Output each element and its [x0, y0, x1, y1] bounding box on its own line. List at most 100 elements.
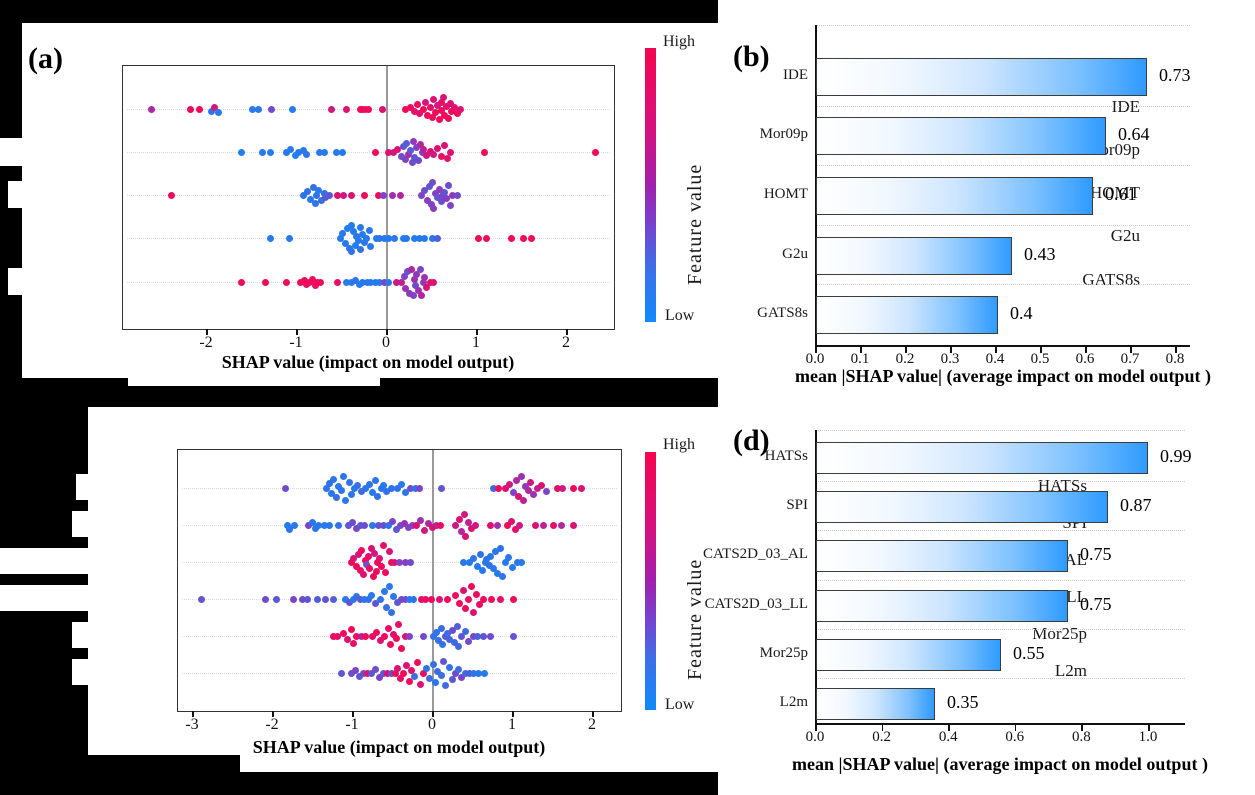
shap-point [254, 105, 262, 113]
x-tick-mark [881, 725, 884, 731]
shap-point [338, 148, 346, 156]
panel-tab [0, 548, 88, 574]
panel-tab [240, 755, 718, 772]
x-tick-mark [1130, 347, 1132, 353]
shap-point [371, 476, 379, 484]
shap-point [419, 105, 427, 113]
shap-point [372, 567, 380, 575]
shap-point [303, 595, 311, 603]
bar-category-label-Mor25p: Mor25p [759, 645, 808, 661]
shap-point [374, 191, 382, 199]
bar-value-label: 0.75 [1080, 594, 1112, 614]
shap-point [313, 595, 321, 603]
shap-point [489, 564, 497, 572]
shap-point [375, 521, 383, 529]
shap-point [387, 484, 395, 492]
shap-point [420, 526, 428, 534]
shap-point [347, 490, 355, 498]
shap-point [455, 665, 463, 673]
shap-point [400, 272, 408, 280]
shap-point [415, 234, 423, 242]
shap-point [470, 608, 478, 616]
shap-point [316, 278, 324, 286]
shap-point [443, 595, 451, 603]
shap-point [427, 595, 435, 603]
shap-point [350, 554, 358, 562]
panel-a-beeswarm-plot [122, 65, 615, 330]
shap-point [375, 554, 383, 562]
bar-value-label: 0.75 [1080, 544, 1112, 564]
shap-point [364, 552, 372, 560]
shap-point [417, 191, 425, 199]
shap-point [479, 632, 487, 640]
shap-point [403, 234, 411, 242]
shap-point [309, 183, 317, 191]
shap-point [459, 558, 467, 566]
shap-point [428, 113, 436, 121]
shap-point [295, 148, 303, 156]
shap-point [464, 595, 472, 603]
shap-point [487, 632, 495, 640]
shap-point [507, 234, 515, 242]
shap-point [432, 521, 440, 529]
shap-point [390, 592, 398, 600]
shap-point [404, 267, 412, 275]
shap-point [333, 148, 341, 156]
shap-point [508, 563, 516, 571]
shap-point [383, 669, 391, 677]
shap-point [453, 109, 461, 117]
bar-category-label-Mor09p: Mor09p [759, 126, 808, 142]
row-guide-line [182, 673, 617, 674]
shap-point [371, 278, 379, 286]
shap-point [467, 582, 475, 590]
shap-point [325, 191, 333, 199]
shap-point [379, 541, 387, 549]
shap-point [352, 241, 359, 249]
shap-point [382, 568, 390, 576]
shap-point [415, 156, 422, 164]
shap-point [187, 105, 195, 113]
shap-point [441, 141, 449, 149]
shap-point [339, 629, 347, 637]
shap-point [352, 632, 360, 640]
bar-GATS8s [816, 296, 998, 334]
shap-point [345, 478, 353, 486]
x-tick-label: 0.7 [1120, 351, 1140, 367]
panel-a-colorbar-title: Feature value [684, 163, 706, 285]
shap-point [451, 103, 458, 111]
bar-G2u [816, 237, 1012, 275]
bar-value-label: 0.4 [1010, 303, 1033, 323]
bar-separator-gridline [815, 481, 1185, 482]
shap-point [426, 278, 434, 286]
shap-point [374, 492, 382, 500]
shap-point [350, 639, 358, 647]
shap-point [352, 562, 360, 570]
shap-point [459, 586, 467, 594]
shap-point [448, 675, 456, 683]
x-tick-label: 0 [428, 716, 436, 733]
shap-point [569, 484, 577, 492]
shap-point [475, 600, 483, 608]
shap-point [522, 482, 530, 490]
shap-point [407, 265, 415, 273]
shap-point [393, 598, 401, 606]
x-tick-label: 0.0 [805, 351, 825, 367]
shap-point [387, 608, 395, 616]
shap-point [343, 635, 351, 643]
shap-point [413, 143, 421, 151]
shap-point [553, 484, 561, 492]
shap-point [339, 472, 347, 480]
shap-point [417, 291, 425, 299]
shap-point [322, 193, 330, 201]
shap-point [379, 481, 387, 489]
panel-b-letter: (b) [733, 40, 770, 73]
shap-point [299, 595, 307, 603]
shap-point [405, 677, 413, 685]
shap-point [509, 632, 517, 640]
bar-HOMT [816, 177, 1093, 215]
bar-category-label-CATS2D_03_LL: CATS2D_03_LL [704, 596, 808, 612]
shap-point [379, 669, 387, 677]
shap-point [416, 140, 424, 148]
bar-value-label: 0.35 [947, 692, 979, 712]
x-tick-mark [352, 711, 354, 717]
